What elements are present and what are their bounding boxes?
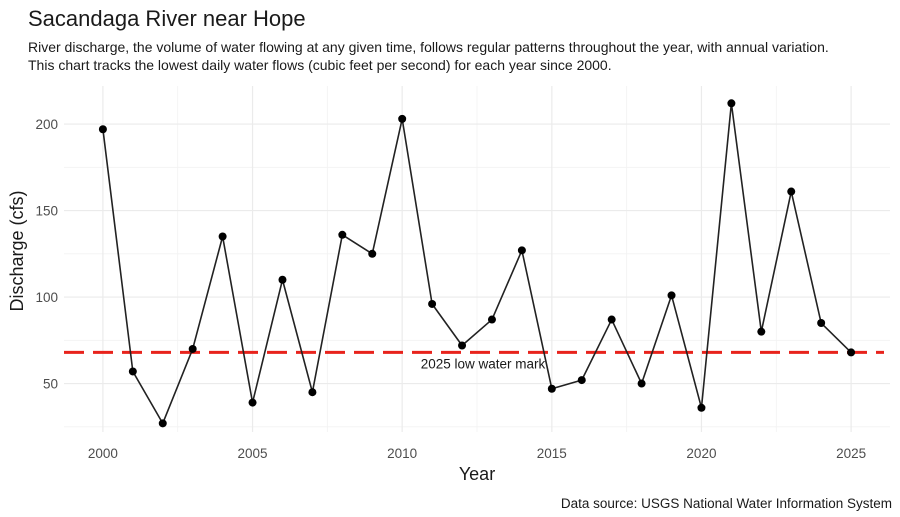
y-tick-label-150: 150 [35, 204, 58, 219]
data-point-2011 [428, 299, 437, 308]
data-point-2002 [158, 419, 167, 428]
data-point-2025 [847, 348, 856, 357]
y-tick-labels: 50 100 150 200 [35, 117, 58, 392]
data-point-2020 [697, 403, 706, 412]
reference-line-label: 2025 low water mark [421, 356, 546, 371]
data-point-2000 [98, 125, 107, 134]
data-point-2009 [368, 249, 377, 258]
y-axis-title: Discharge (cfs) [7, 190, 27, 311]
x-tick-label-2020: 2020 [686, 446, 716, 461]
x-tick-label-2025: 2025 [836, 446, 866, 461]
data-point-2001 [128, 367, 137, 376]
data-point-2006 [278, 275, 287, 284]
series-layer [98, 99, 856, 428]
data-point-2016 [577, 376, 586, 385]
subtitle-line-1: River discharge, the volume of water flo… [28, 39, 829, 55]
series-line [102, 102, 852, 425]
data-point-2005 [248, 398, 257, 407]
x-tick-label-2005: 2005 [238, 446, 268, 461]
data-point-2003 [188, 344, 197, 353]
data-point-2019 [667, 291, 676, 300]
data-point-2015 [547, 384, 556, 393]
y-tick-label-200: 200 [35, 117, 58, 132]
y-tick-label-50: 50 [43, 377, 58, 392]
data-point-2021 [727, 99, 736, 108]
data-point-2008 [338, 230, 347, 239]
data-point-2024 [817, 319, 826, 328]
x-tick-labels: 2000 2005 2010 2015 2020 2025 [88, 446, 866, 461]
y-tick-label-100: 100 [35, 290, 58, 305]
data-point-2023 [787, 187, 796, 196]
chart-title: Sacandaga River near Hope [28, 6, 306, 31]
data-point-2010 [398, 114, 407, 123]
data-point-2022 [757, 327, 766, 336]
x-axis-title: Year [459, 464, 495, 484]
data-point-2007 [308, 388, 317, 397]
x-tick-label-2015: 2015 [537, 446, 567, 461]
x-tick-label-2010: 2010 [387, 446, 417, 461]
data-point-2017 [607, 315, 616, 324]
data-point-2012 [458, 341, 467, 350]
major-gridlines [64, 86, 890, 432]
x-tick-label-2000: 2000 [88, 446, 118, 461]
chart-subtitle: River discharge, the volume of water flo… [28, 38, 888, 74]
data-point-2014 [517, 246, 526, 255]
data-point-2004 [218, 232, 227, 241]
data-point-2018 [637, 379, 646, 388]
data-point-2013 [487, 315, 496, 324]
data-source-caption: Data source: USGS National Water Informa… [560, 496, 892, 511]
subtitle-line-2: This chart tracks the lowest daily water… [28, 57, 612, 73]
minor-gridlines [64, 86, 890, 432]
reference-line-layer: 2025 low water mark [64, 350, 884, 371]
